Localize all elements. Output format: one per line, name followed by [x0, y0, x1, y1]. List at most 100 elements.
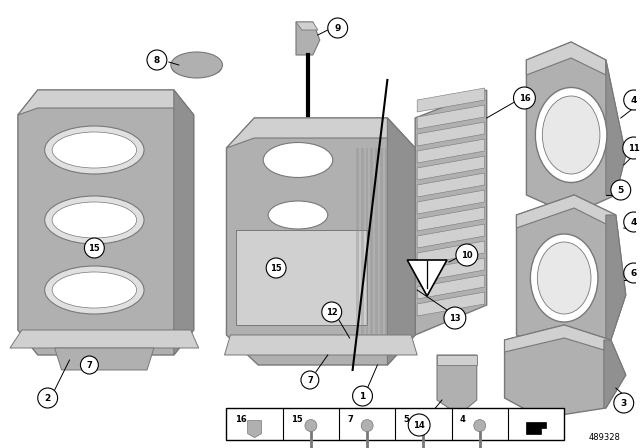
Text: 4: 4	[630, 217, 637, 227]
Ellipse shape	[172, 59, 221, 77]
Text: 15: 15	[291, 415, 303, 424]
Polygon shape	[606, 60, 626, 195]
Polygon shape	[437, 355, 477, 415]
Text: 4: 4	[460, 415, 466, 424]
Polygon shape	[396, 148, 398, 335]
Polygon shape	[415, 90, 486, 335]
Polygon shape	[516, 195, 616, 228]
Polygon shape	[417, 122, 484, 146]
Text: 3: 3	[621, 399, 627, 408]
Circle shape	[624, 212, 640, 232]
Ellipse shape	[52, 202, 136, 238]
Circle shape	[623, 137, 640, 159]
Circle shape	[147, 50, 167, 70]
Circle shape	[614, 393, 634, 413]
Polygon shape	[390, 148, 394, 335]
Text: 16: 16	[235, 415, 246, 424]
Polygon shape	[417, 139, 484, 163]
Circle shape	[322, 302, 342, 322]
Ellipse shape	[45, 126, 144, 174]
Polygon shape	[387, 118, 415, 365]
Polygon shape	[54, 348, 154, 370]
Polygon shape	[417, 224, 484, 248]
Circle shape	[361, 420, 373, 431]
Text: 10: 10	[461, 250, 472, 259]
Polygon shape	[606, 215, 626, 340]
Circle shape	[266, 258, 286, 278]
Polygon shape	[248, 421, 262, 438]
Polygon shape	[437, 355, 477, 365]
Circle shape	[353, 386, 372, 406]
Polygon shape	[407, 260, 447, 296]
Polygon shape	[417, 292, 484, 316]
Circle shape	[38, 388, 58, 408]
Polygon shape	[417, 88, 484, 112]
Ellipse shape	[263, 142, 333, 177]
Text: 8: 8	[154, 56, 160, 65]
Text: 5: 5	[404, 415, 410, 424]
Text: 15: 15	[270, 263, 282, 272]
Circle shape	[474, 420, 486, 431]
Polygon shape	[504, 325, 626, 418]
Text: 7: 7	[307, 375, 313, 384]
Ellipse shape	[52, 272, 136, 308]
Polygon shape	[296, 22, 320, 55]
Polygon shape	[371, 148, 374, 335]
Polygon shape	[417, 258, 484, 282]
Ellipse shape	[531, 234, 598, 322]
Text: 5: 5	[618, 185, 624, 194]
Polygon shape	[10, 330, 198, 348]
Polygon shape	[417, 241, 484, 265]
Text: 16: 16	[518, 94, 531, 103]
Circle shape	[84, 238, 104, 258]
Ellipse shape	[171, 52, 223, 78]
Polygon shape	[360, 148, 364, 335]
Text: 4: 4	[630, 95, 637, 104]
Text: 1: 1	[360, 392, 365, 401]
Ellipse shape	[538, 242, 591, 314]
Circle shape	[624, 263, 640, 283]
Polygon shape	[380, 148, 383, 335]
Text: 12: 12	[326, 307, 338, 316]
Text: 11: 11	[628, 143, 639, 152]
Polygon shape	[365, 148, 369, 335]
Ellipse shape	[542, 96, 600, 174]
Circle shape	[328, 18, 348, 38]
Ellipse shape	[52, 132, 136, 168]
Polygon shape	[174, 90, 194, 355]
Ellipse shape	[45, 266, 144, 314]
Polygon shape	[417, 190, 484, 214]
Polygon shape	[376, 148, 378, 335]
Polygon shape	[296, 22, 318, 30]
Ellipse shape	[45, 196, 144, 244]
Polygon shape	[516, 195, 626, 355]
Circle shape	[611, 180, 630, 200]
Text: 13: 13	[449, 314, 461, 323]
Text: 6: 6	[630, 268, 637, 277]
Polygon shape	[227, 118, 415, 365]
Text: 14: 14	[413, 421, 425, 430]
Circle shape	[513, 87, 535, 109]
Circle shape	[81, 356, 99, 374]
Polygon shape	[417, 275, 484, 299]
Polygon shape	[527, 42, 626, 215]
Circle shape	[456, 244, 477, 266]
Circle shape	[408, 414, 430, 436]
Text: 15: 15	[88, 244, 100, 253]
Polygon shape	[18, 90, 194, 355]
Polygon shape	[225, 335, 417, 355]
Polygon shape	[417, 156, 484, 180]
Polygon shape	[417, 105, 484, 129]
Circle shape	[301, 371, 319, 389]
Text: 9: 9	[335, 23, 341, 33]
Ellipse shape	[535, 87, 607, 182]
Polygon shape	[227, 118, 415, 148]
Polygon shape	[604, 340, 626, 408]
Circle shape	[305, 420, 317, 431]
Circle shape	[624, 90, 640, 110]
Text: 489328: 489328	[589, 433, 621, 442]
Polygon shape	[18, 90, 194, 115]
Polygon shape	[417, 173, 484, 197]
Circle shape	[444, 307, 466, 329]
Polygon shape	[356, 148, 358, 335]
